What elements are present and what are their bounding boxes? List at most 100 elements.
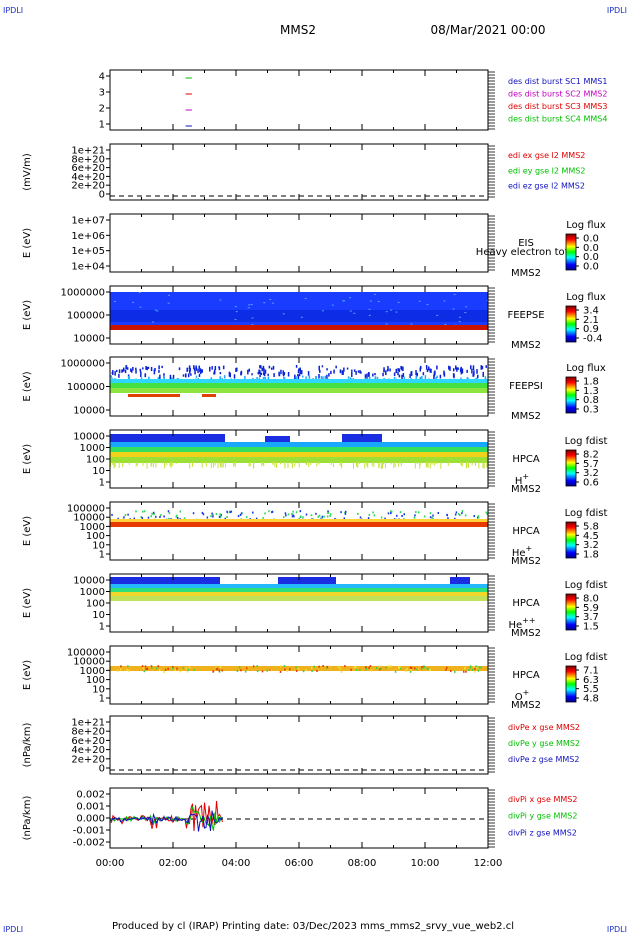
- heatmap-pixel: [248, 368, 251, 372]
- instrument-name: HPCA: [512, 526, 540, 537]
- heatmap-pixel: [124, 369, 127, 374]
- heatmap-pixel: [167, 510, 170, 513]
- heatmap-pixel: [186, 670, 189, 673]
- heatmap-pixel: [460, 370, 463, 375]
- heatmap-pixel: [433, 374, 435, 380]
- y-axis-label: (nPa/km): [22, 796, 33, 841]
- heatmap-pixel: [357, 370, 360, 373]
- heatmap-pixel: [252, 511, 254, 514]
- colorbar-tick-label: 1.8: [583, 550, 599, 561]
- heatmap-speck: [349, 297, 352, 299]
- heatmap-speck: [156, 310, 159, 312]
- heatmap-speck: [136, 462, 138, 466]
- legend-entry: divPe y gse MMS2: [508, 739, 580, 748]
- heatmap-pixel: [179, 670, 182, 673]
- corner-label-top-left: IPDLI: [3, 6, 23, 15]
- heatmap-pixel: [326, 515, 329, 518]
- heatmap-pixel: [403, 376, 406, 380]
- heatmap-pixel: [158, 669, 161, 672]
- y-tick-label: 8e+20: [71, 154, 105, 165]
- heatmap-pixel: [436, 365, 438, 370]
- heatmap-pixel: [459, 513, 461, 516]
- heatmap-pixel: [310, 666, 313, 669]
- y-tick-label: 100000: [67, 504, 105, 515]
- heatmap-pixel: [378, 665, 381, 668]
- heatmap-speck: [356, 462, 358, 467]
- heatmap-pixel: [305, 669, 307, 672]
- heatmap-pixel: [144, 665, 147, 668]
- heatmap-pixel: [449, 670, 452, 673]
- instrument-spacecraft: MMS2: [511, 268, 541, 279]
- heatmap-pixel: [218, 670, 221, 673]
- y-tick-label: 10000: [73, 513, 105, 524]
- heatmap-pixel: [334, 517, 336, 520]
- heatmap-speck: [471, 462, 473, 466]
- y-tick-label: 10: [92, 610, 105, 621]
- heatmap-speck: [233, 462, 235, 467]
- heatmap-p4: [110, 292, 489, 330]
- heatmap-pixel: [228, 371, 231, 377]
- instrument-spacecraft: MMS2: [511, 700, 541, 711]
- heatmap-pixel: [259, 374, 261, 378]
- heatmap-pixel: [262, 372, 265, 376]
- heatmap-pixel: [295, 669, 298, 672]
- y-tick-label: 1: [99, 550, 105, 561]
- y-axis-label: E (eV): [22, 371, 33, 401]
- heatmap-pixel: [449, 366, 451, 371]
- instrument-labels: FEEPSI MMS2: [509, 381, 543, 422]
- heatmap-speck: [482, 462, 484, 469]
- heatmap-pixel: [153, 369, 156, 375]
- heatmap-speck: [261, 462, 263, 466]
- y-tick-label: 100: [86, 599, 105, 610]
- heatmap-pixel: [384, 517, 386, 520]
- heatmap-speck: [368, 308, 371, 310]
- heatmap-speck: [316, 462, 318, 467]
- heatmap-pixel: [145, 365, 147, 370]
- y-tick-label: 100000: [67, 382, 105, 393]
- heatmap-speck: [142, 462, 144, 466]
- y-tick-label: 10: [92, 540, 105, 551]
- heatmap-pixel: [473, 666, 475, 669]
- heatmap-pixel: [393, 376, 396, 381]
- heatmap-pixel: [201, 369, 203, 373]
- heatmap-pixel: [367, 517, 370, 520]
- y-tick-label: -0.002: [73, 838, 105, 849]
- heatmap-pixel: [344, 511, 346, 514]
- heatmap-band-orange: [202, 394, 216, 397]
- heatmap-pixel: [214, 365, 217, 370]
- heatmap-pixel: [111, 513, 113, 516]
- heatmap-speck: [151, 321, 154, 323]
- heatmap-pixel: [308, 375, 311, 379]
- heatmap-pixel: [135, 367, 137, 370]
- heatmap-pixel: [355, 668, 358, 671]
- heatmap-pixel: [313, 665, 316, 668]
- heatmap-pixel: [323, 515, 325, 518]
- heatmap-pixel: [159, 374, 161, 380]
- heatmap-pixel: [326, 667, 328, 670]
- heatmap-speck: [367, 462, 369, 468]
- heatmap-speck: [118, 462, 120, 468]
- heatmap-pixel: [127, 665, 129, 668]
- heatmap-pixel: [146, 667, 149, 670]
- heatmap-pixel: [226, 510, 228, 513]
- heatmap-pixel: [283, 371, 286, 375]
- heatmap-pixel: [410, 668, 412, 671]
- heatmap-pixel: [464, 514, 467, 517]
- y-tick-label: 1000000: [60, 359, 105, 370]
- heatmap-band-blue: [110, 577, 220, 585]
- y-tick-label: 8e+20: [71, 727, 105, 738]
- heatmap-speck: [331, 304, 334, 306]
- heatmap-pixel: [330, 370, 332, 375]
- heatmap-pixel: [324, 375, 326, 381]
- heatmap-pixel: [460, 366, 462, 372]
- heatmap-pixel: [117, 669, 119, 672]
- heatmap-pixel: [269, 669, 272, 672]
- heatmap-pixel: [469, 666, 472, 669]
- colorbar-tick-label: 1.3: [583, 386, 599, 397]
- instrument-spacecraft: MMS2: [511, 556, 541, 567]
- heatmap-p8: [110, 577, 488, 601]
- heatmap-pixel: [326, 665, 329, 668]
- heatmap-pixel: [359, 516, 362, 519]
- heatmap-pixel: [197, 368, 199, 374]
